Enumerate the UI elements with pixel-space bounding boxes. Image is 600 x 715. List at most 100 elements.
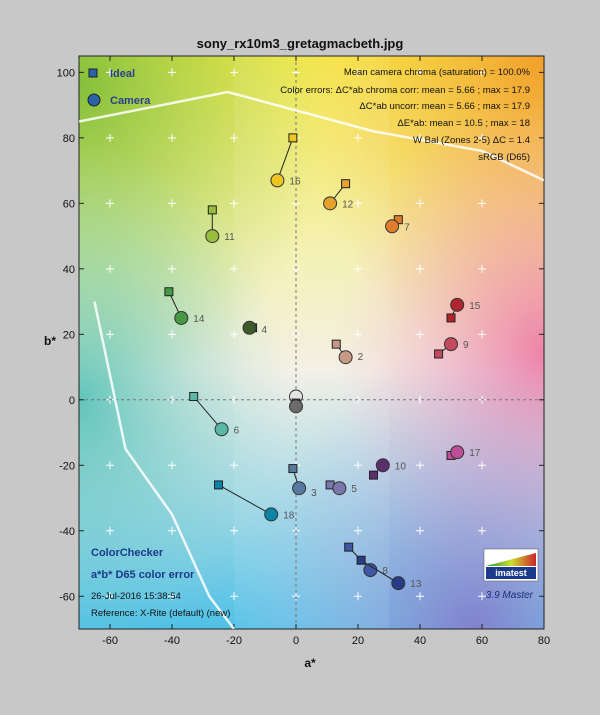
patch-label: 7 [404,222,410,233]
logo-text: imatest [495,568,527,578]
ideal-marker [288,464,298,474]
ideal-marker [189,392,199,402]
x-tick-label: 60 [476,635,488,647]
ideal-marker [369,470,378,480]
gamut-outline [79,90,544,629]
grid-plus-mark [354,526,362,535]
grid-plus-mark [478,133,486,142]
y-tick-label: 60 [63,198,75,210]
legend-camera-marker [87,93,101,107]
footer-info: ColorChecker a*b* D65 color error 26-Jul… [91,547,230,619]
patch-label: 18 [283,510,295,521]
grid-plus-mark [416,592,424,601]
x-tick-label: -60 [102,635,118,647]
patch-label: 3 [311,488,317,499]
grid-plus-mark [168,461,176,470]
legend-ideal-marker [88,68,98,78]
ideal-marker [331,339,341,349]
x-tick-label: 80 [538,635,550,647]
grid-plus-mark [168,199,176,208]
patch-label: 17 [469,448,481,459]
patch-label: 16 [289,176,301,187]
plot-background [79,56,544,629]
camera-marker [450,445,465,460]
grid-plus-mark [106,199,114,208]
grid-plus-mark [106,592,114,601]
error-vector [218,484,272,515]
patch-label: 11 [224,232,235,243]
grid-plus-mark [354,264,362,273]
grid-plus-mark [416,68,424,77]
grid-plus-mark [354,461,362,470]
patch-9: 9 [434,337,469,359]
imatest-logo: imatest 3.9 Master [483,548,539,601]
patch-6: 6 [189,392,240,437]
grid-plus-mark [354,68,362,77]
patch-17: 17 [446,445,481,460]
patch-5: 5 [325,480,357,496]
plot-border [78,55,545,630]
stat-color-space: sRGB (D65) [478,152,530,163]
grid-plus-mark [416,264,424,273]
srgb-gamut-outline-left [93,301,235,629]
patch-14: 14 [164,287,205,325]
logo-bar [486,567,536,579]
grid-plus-mark [106,526,114,535]
legend-camera-label: Camera [110,95,151,107]
patch-label: 12 [342,199,354,210]
patch-label: 4 [262,325,268,336]
grid-plus-mark [106,68,114,77]
grid-plus-mark [230,526,238,535]
axes: -60 -40 -20 0 20 40 60 80 -60 -40 -20 0 20 40 60 80 100 [57,56,550,647]
grid-plus-mark [354,199,362,208]
footer-chart-name: ColorChecker [91,547,164,559]
patch-15: 15 [446,297,481,323]
camera-marker [214,422,229,437]
grid-plus-mark [106,264,114,273]
patch-12: 12 [323,179,354,211]
ideal-marker [164,287,174,297]
logo-swoosh [486,553,536,566]
grid-plus-mark [106,133,114,142]
plot-frame [78,55,545,630]
x-tick-label: 0 [293,635,299,647]
y-tick-label: 100 [57,67,75,79]
grid-plus-mark [168,264,176,273]
camera-marker [205,229,220,244]
version-label: 3.9 Master [486,590,534,601]
y-tick-label: 0 [69,395,75,407]
ideal-marker [214,480,223,490]
camera-marker [174,310,189,325]
camera-marker [444,337,458,352]
patch-10: 10 [369,458,406,480]
camera-marker [375,458,390,473]
patch-label: 6 [234,425,240,436]
patch-7: 7 [385,215,410,234]
camera-marker [385,219,400,234]
stat-uncorr: ΔC*ab uncorr: mean = 5.66 ; max = 17.9 [359,101,530,112]
grid-plus-mark [416,461,424,470]
y-tick-label: -20 [59,460,75,472]
y-tick-label: 40 [63,264,75,276]
grid-plus-mark [416,199,424,208]
patch-markers: 2 3 4 5 6 7 8 9 10 11 12 13 14 15 16 17 18 [164,133,481,591]
patch-11: 11 [205,205,235,244]
patch-label: 2 [358,352,364,363]
camera-marker [292,481,307,496]
ideal-marker [344,542,354,552]
x-tick-label: -40 [164,635,180,647]
grid-plus-mark [478,592,486,601]
grid-plus-mark [106,330,114,339]
patch-3: 3 [288,464,317,499]
camera-marker [264,507,279,522]
x-tick-label: 20 [352,635,364,647]
footer-subtitle: a*b* D65 color error [91,569,195,581]
grid-plus-mark [168,592,176,601]
plot-gradient-layer [79,56,544,629]
ideal-marker [446,313,456,323]
patch-16: 16 [270,133,301,188]
stat-chroma: Mean camera chroma (saturation) = 100.0% [344,67,531,78]
grid-plus-mark [478,264,486,273]
